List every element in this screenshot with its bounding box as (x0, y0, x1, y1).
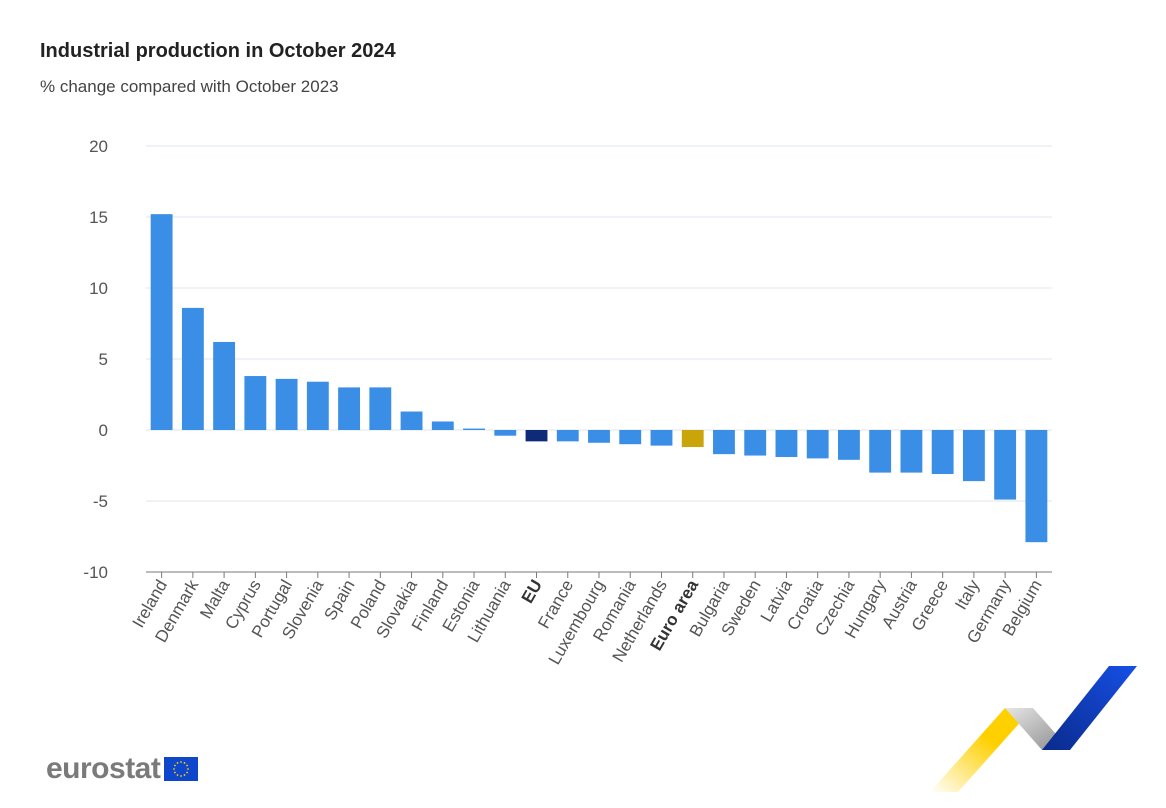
bar-cyprus (244, 376, 267, 430)
bar-greece (931, 430, 954, 475)
bar-latvia (775, 430, 798, 457)
y-tick-label: 5 (99, 350, 108, 369)
decorative-swoosh-icon (930, 666, 1137, 792)
bar-austria (900, 430, 923, 473)
y-tick-label: -10 (83, 563, 108, 582)
bar-spain (338, 387, 361, 430)
x-category-label: EU (518, 577, 546, 607)
y-tick-label: 10 (89, 279, 108, 298)
bar-portugal (275, 378, 298, 430)
bar-slovenia (306, 381, 329, 430)
bar-france (556, 430, 579, 442)
bar-lithuania (494, 430, 517, 436)
bar-poland (369, 387, 392, 430)
bar-finland (431, 421, 454, 430)
bar-eu (525, 430, 548, 442)
bar-euro-area (681, 430, 704, 448)
bar-romania (619, 430, 642, 445)
eurostat-logo: eurostat (46, 752, 199, 786)
logo-text: eurostat (46, 752, 161, 785)
bar-ireland (150, 214, 173, 430)
y-tick-label: 15 (89, 208, 108, 227)
y-tick-label: -5 (93, 492, 108, 511)
bar-netherlands (650, 430, 673, 446)
eu-flag-icon (164, 757, 199, 781)
bar-hungary (869, 430, 892, 473)
x-category-label: Italy (951, 576, 983, 613)
bar-bulgaria (713, 430, 735, 455)
bar-belgium (1025, 430, 1048, 543)
y-tick-label: 0 (99, 421, 108, 440)
bar-slovakia (400, 411, 423, 430)
bar-luxembourg (588, 430, 610, 443)
y-tick-label: 20 (89, 137, 108, 156)
bar-germany (994, 430, 1017, 500)
bar-sweden (744, 430, 767, 456)
bar-estonia (463, 428, 485, 430)
chart-subtitle: % change compared with October 2023 (40, 77, 339, 96)
bar-malta (213, 341, 236, 430)
bar-croatia (806, 430, 829, 459)
bar-denmark (181, 307, 204, 430)
bar-italy (962, 430, 985, 482)
chart-title: Industrial production in October 2024 (40, 40, 396, 62)
bar-czechia (837, 430, 860, 460)
